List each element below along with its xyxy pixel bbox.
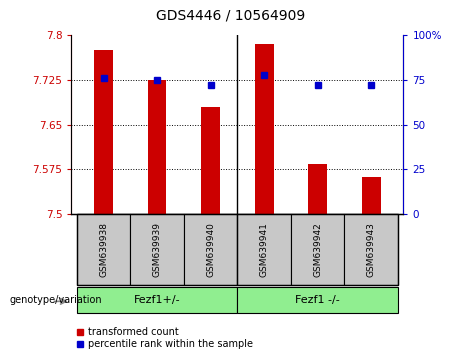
Bar (237, 214, 291, 285)
Bar (77, 214, 130, 285)
Text: GSM639940: GSM639940 (206, 222, 215, 277)
Text: Fezf1+/-: Fezf1+/- (134, 295, 180, 305)
Text: GSM639943: GSM639943 (367, 222, 376, 277)
Text: GSM639938: GSM639938 (99, 222, 108, 277)
Legend: transformed count, percentile rank within the sample: transformed count, percentile rank withi… (77, 327, 253, 349)
Bar (148, 80, 166, 214)
Bar (308, 164, 327, 214)
Text: genotype/variation: genotype/variation (9, 295, 102, 305)
Bar (184, 214, 237, 285)
Bar (94, 50, 113, 214)
Bar (201, 107, 220, 214)
Bar (77, 287, 237, 313)
Text: GSM639941: GSM639941 (260, 222, 269, 277)
Bar (291, 214, 344, 285)
Bar (130, 214, 184, 285)
Text: Fezf1 -/-: Fezf1 -/- (296, 295, 340, 305)
Bar (237, 287, 398, 313)
Bar (255, 44, 273, 214)
Bar (344, 214, 398, 285)
Text: GSM639939: GSM639939 (153, 222, 162, 277)
Bar (362, 177, 381, 214)
Text: GSM639942: GSM639942 (313, 222, 322, 277)
Text: GDS4446 / 10564909: GDS4446 / 10564909 (156, 9, 305, 23)
